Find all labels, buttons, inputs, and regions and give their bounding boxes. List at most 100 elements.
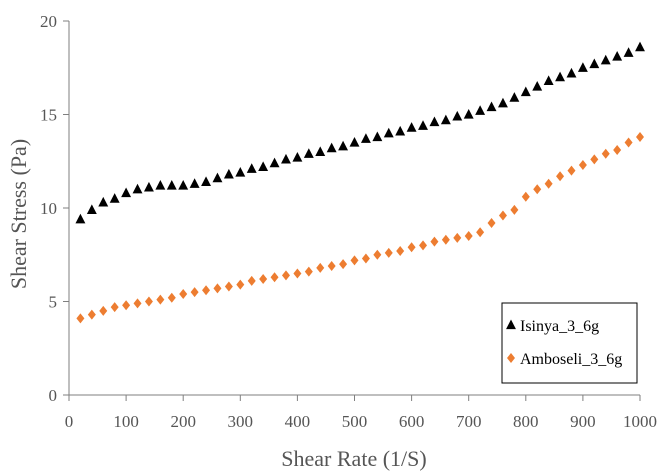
data-point: [577, 62, 588, 72]
data-point: [429, 116, 440, 127]
x-tick-label: 100: [113, 412, 139, 431]
data-point: [361, 253, 370, 264]
data-point: [590, 154, 599, 165]
data-point: [339, 259, 348, 270]
data-point: [419, 240, 428, 251]
data-point: [122, 300, 131, 311]
data-point: [213, 283, 222, 294]
x-tick-label: 400: [285, 412, 311, 431]
data-point: [407, 242, 416, 253]
data-point: [533, 184, 542, 195]
data-point: [86, 204, 97, 214]
data-point: [246, 163, 257, 173]
x-tick-label: 0: [65, 412, 74, 431]
data-point: [258, 161, 269, 171]
data-point: [178, 180, 189, 190]
x-tick-label: 300: [228, 412, 254, 431]
data-point: [521, 191, 530, 202]
data-point: [167, 292, 176, 303]
data-point: [544, 178, 553, 189]
data-point: [567, 165, 576, 176]
data-point: [566, 67, 577, 78]
data-point: [384, 247, 393, 258]
legend-label-amboseli: Amboseli_3_6g: [520, 351, 622, 368]
data-point: [452, 110, 463, 121]
data-point: [189, 178, 200, 188]
data-point: [270, 272, 279, 283]
data-point: [556, 171, 565, 182]
legend: Isinya_3_6g Amboseli_3_6g: [501, 302, 638, 384]
data-point: [338, 140, 349, 151]
data-point: [360, 133, 371, 143]
data-point: [555, 71, 566, 82]
data-point: [87, 309, 96, 320]
x-tick-label: 800: [513, 412, 539, 431]
x-tick-label: 200: [170, 412, 196, 431]
legend-marker-isinya: [506, 319, 516, 330]
x-tick-label: 900: [570, 412, 596, 431]
x-tick-label: 500: [342, 412, 368, 431]
series-0: [75, 41, 645, 224]
data-point: [223, 168, 234, 179]
data-point: [373, 249, 382, 260]
data-point: [327, 260, 336, 271]
data-point: [350, 255, 359, 266]
data-point: [144, 296, 153, 307]
series-1: [76, 131, 644, 324]
data-point: [623, 47, 634, 57]
data-point: [166, 180, 177, 190]
data-point: [349, 137, 360, 147]
data-point: [179, 289, 188, 300]
y-tick-label: 20: [40, 12, 57, 31]
data-point: [487, 217, 496, 228]
data-point: [156, 294, 165, 305]
data-point: [236, 279, 245, 290]
data-point: [76, 313, 85, 324]
data-point: [109, 193, 120, 203]
data-point: [303, 148, 314, 158]
y-axis-title: Shear Stress (Pa): [6, 139, 31, 289]
data-point: [304, 266, 313, 277]
y-tick-label: 10: [40, 199, 57, 218]
data-point: [510, 204, 519, 215]
data-point: [520, 86, 531, 97]
data-point: [589, 58, 600, 69]
data-point: [212, 172, 223, 183]
data-point: [624, 137, 633, 148]
data-point: [202, 285, 211, 296]
data-point: [292, 152, 303, 162]
data-point: [224, 281, 233, 292]
legend-label-isinya: Isinya_3_6g: [520, 318, 599, 335]
data-point: [486, 101, 497, 112]
data-point: [395, 125, 406, 136]
data-point: [143, 181, 154, 192]
data-point: [75, 213, 86, 224]
data-point: [453, 232, 462, 243]
y-tick-label: 15: [40, 106, 57, 125]
data-point: [578, 159, 587, 170]
y-tick-label: 0: [49, 386, 58, 405]
data-point: [235, 166, 246, 177]
data-point: [418, 120, 428, 130]
data-point: [406, 122, 417, 132]
data-point: [476, 227, 485, 238]
data-point: [601, 148, 610, 159]
data-point: [475, 105, 486, 115]
data-point: [201, 176, 211, 186]
data-point: [190, 287, 199, 298]
data-point: [121, 187, 132, 198]
data-point: [110, 302, 119, 313]
data-point: [430, 236, 439, 247]
x-axis-title: Shear Rate (1/S): [281, 446, 426, 471]
data-point: [532, 80, 543, 91]
x-tick-label: 600: [399, 412, 425, 431]
x-axis: 0 100 200 300 400 500 600 700 800 900 1000: [65, 395, 657, 431]
data-point: [600, 54, 611, 65]
y-axis: 0 5 10 15 20: [40, 12, 69, 405]
data-point: [372, 131, 383, 142]
data-point: [441, 234, 450, 245]
data-point: [612, 51, 623, 61]
legend-marker-amboseli: [507, 353, 515, 363]
data-point: [396, 246, 405, 257]
